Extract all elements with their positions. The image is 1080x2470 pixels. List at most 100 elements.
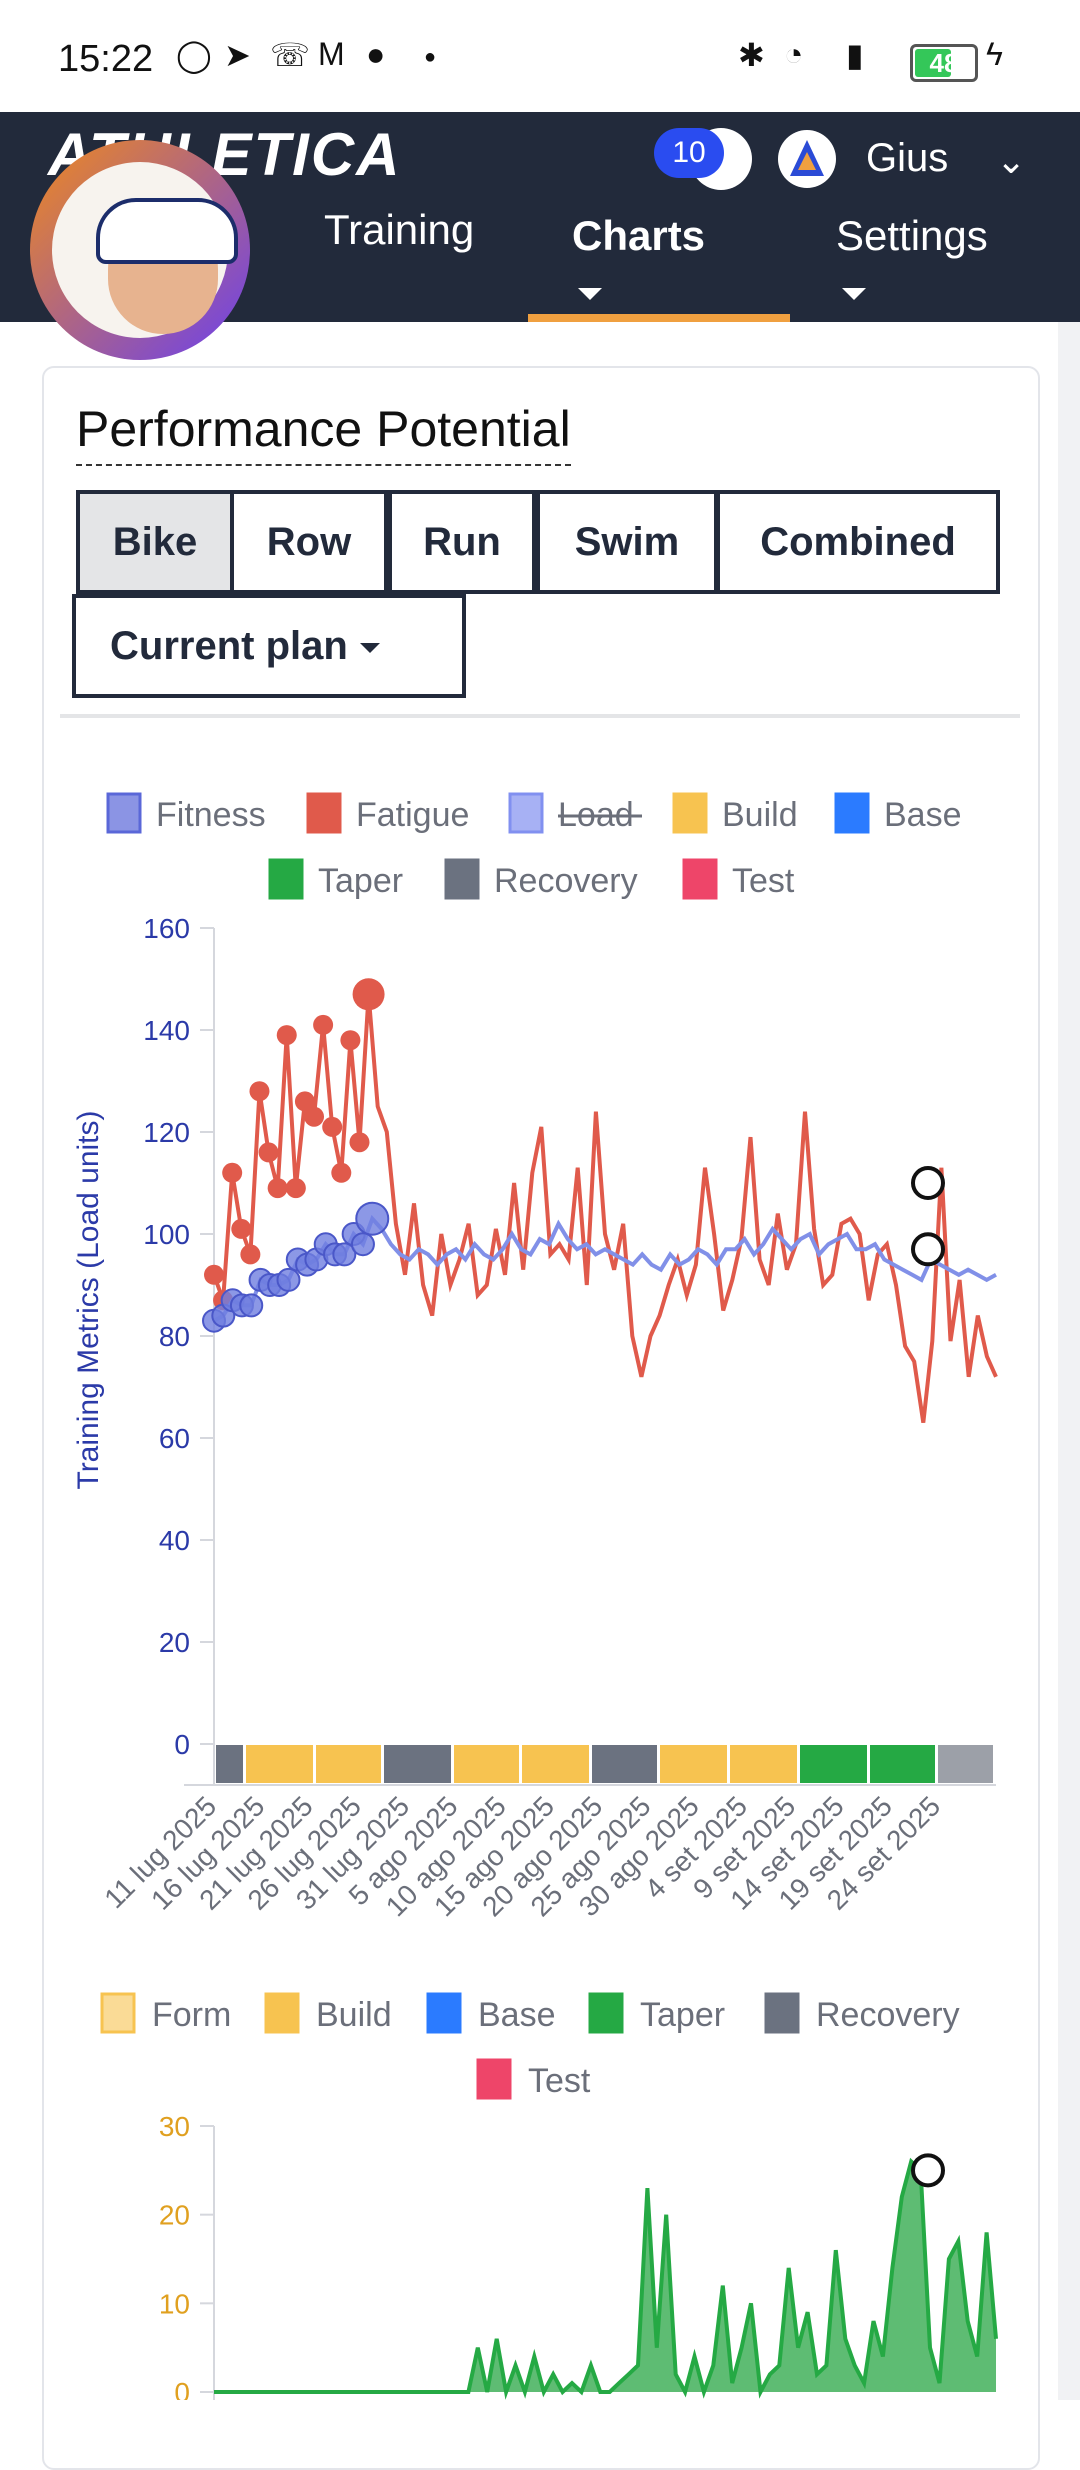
fitness-point — [239, 1293, 264, 1318]
reddit-icon: ● — [366, 36, 386, 72]
plan-dropdown-label: Current plan — [110, 624, 348, 668]
phase-bar-recovery — [216, 1745, 243, 1783]
chevron-down-icon — [842, 288, 866, 300]
legend-label: Fatigue — [356, 796, 469, 834]
tab-settings[interactable]: Settings — [836, 212, 988, 259]
fatigue-point — [313, 1014, 334, 1035]
y-tick-label: 0 — [174, 1729, 190, 1760]
form-chart[interactable]: Form Build Base Taper Recovery Test 0 10 20 30 — [0, 1960, 1080, 2400]
today-marker — [911, 1166, 945, 1200]
legend-label: Base — [884, 796, 962, 834]
dot-icon: ● — [424, 46, 437, 68]
form-y-axis: 0 10 20 30 — [159, 2111, 215, 2400]
legend-swatch — [682, 858, 718, 900]
user-name[interactable]: Gius — [866, 136, 949, 180]
fatigue-point — [294, 1091, 315, 1112]
phase-bar-build — [246, 1745, 313, 1783]
plan-dropdown[interactable]: Current plan — [72, 594, 466, 698]
fatigue-point — [285, 1178, 306, 1199]
phase-bar-taper — [800, 1745, 867, 1783]
fatigue-point — [231, 1218, 252, 1239]
y-tick-label: 160 — [143, 913, 190, 944]
legend-swatch — [764, 1992, 800, 2034]
scrollbar[interactable] — [1058, 322, 1080, 2400]
form-area — [214, 2161, 996, 2392]
phase-bar-recovery — [384, 1745, 451, 1783]
legend-swatch — [476, 2058, 512, 2100]
phase-bar-build — [316, 1745, 381, 1783]
sport-tab-bike[interactable]: Bike — [76, 490, 234, 594]
user-logo-icon[interactable] — [778, 130, 836, 188]
legend-label: Fitness — [156, 796, 266, 834]
legend-label: Test — [732, 862, 795, 900]
fatigue-point — [331, 1162, 352, 1183]
chevron-down-icon[interactable]: ⌄ — [996, 140, 1027, 181]
wifi-icon: ◔ — [784, 36, 804, 72]
legend-label: Taper — [318, 862, 403, 900]
legend-swatch — [264, 1992, 300, 2034]
legend-label: Taper — [640, 1996, 725, 2034]
legend-swatch — [444, 858, 480, 900]
fatigue-line — [212, 994, 998, 1423]
form-series — [214, 2157, 998, 2400]
y-axis: 0 20 40 60 80 100 120 140 160 — [143, 913, 215, 1784]
legend-label: Base — [478, 1996, 556, 2034]
sport-tab-combined[interactable]: Combined — [716, 490, 1000, 594]
page-title[interactable]: Performance Potential — [76, 400, 571, 466]
notification-badge[interactable]: 10 — [654, 128, 724, 178]
y-tick-label: 80 — [159, 1321, 190, 1352]
whatsapp-icon: ◯ — [176, 37, 212, 73]
fatigue-point — [349, 1132, 370, 1153]
gmail-icon: M — [318, 36, 345, 72]
status-bar: 15:22 ◯ ➤ ☏ M ● ● ✱ ◔ ▮ 48 ϟ — [0, 0, 1080, 112]
divider — [60, 714, 1020, 718]
form-marker-point — [911, 2153, 945, 2188]
phase-bar-recovery — [938, 1745, 993, 1783]
y-tick-label: 30 — [159, 2111, 190, 2142]
y-tick-label: 20 — [159, 1627, 190, 1658]
sport-tab-swim[interactable]: Swim — [536, 490, 718, 594]
active-tab-indicator — [528, 314, 790, 322]
today-markers — [911, 1166, 945, 1267]
legend-label: Recovery — [494, 862, 638, 900]
signal-icon: ▮ — [846, 37, 864, 73]
fatigue-series — [204, 978, 998, 1423]
fitness-point — [332, 1242, 357, 1267]
legend-label: Build — [722, 796, 798, 834]
avatar[interactable] — [30, 140, 250, 360]
sport-tab-run[interactable]: Run — [388, 490, 536, 594]
charging-icon: ϟ — [986, 36, 1003, 72]
y-tick-label: 0 — [174, 2377, 190, 2400]
form-legend: Form Build Base Taper Recovery Test — [100, 1992, 960, 2100]
legend-label: Test — [528, 2062, 591, 2100]
sport-tab-row[interactable]: Row — [230, 490, 388, 594]
phase-bar-taper — [870, 1745, 935, 1783]
phase-bar-build — [522, 1745, 589, 1783]
y-tick-label: 140 — [143, 1015, 190, 1046]
fitness-point — [355, 1201, 390, 1236]
y-tick-label: 120 — [143, 1117, 190, 1148]
phase-bar-build — [660, 1745, 727, 1783]
y-tick-label: 20 — [159, 2200, 190, 2231]
fatigue-point — [258, 1142, 279, 1163]
legend-swatch — [268, 858, 304, 900]
y-tick-label: 40 — [159, 1525, 190, 1556]
fatigue-point — [204, 1264, 224, 1285]
y-tick-label: 100 — [143, 1219, 190, 1250]
tab-training[interactable]: Training — [324, 206, 475, 253]
form-marker — [911, 2153, 945, 2188]
legend-swatch — [508, 792, 544, 834]
y-tick-label: 10 — [159, 2288, 190, 2319]
legend-swatch — [588, 1992, 624, 2034]
fitness-series — [202, 1201, 997, 1333]
tab-charts[interactable]: Charts — [572, 212, 706, 259]
status-time: 15:22 — [58, 38, 154, 80]
form-line — [214, 2157, 998, 2400]
phase-bars — [184, 1745, 996, 1786]
chevron-down-icon — [578, 288, 602, 300]
legend-swatch — [834, 792, 870, 834]
phase-bar-recovery — [592, 1745, 657, 1783]
